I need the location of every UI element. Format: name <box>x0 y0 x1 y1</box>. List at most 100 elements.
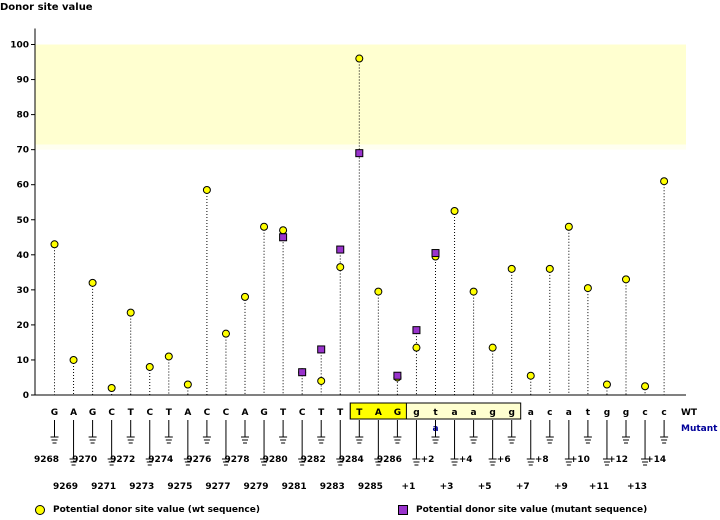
base-label: G <box>89 408 96 418</box>
base-label: c <box>661 408 666 418</box>
position-label: 9280 <box>263 455 288 465</box>
position-label: +11 <box>589 482 609 492</box>
wt-point <box>469 287 478 296</box>
mutant-point <box>393 371 402 380</box>
position-label: +7 <box>516 482 530 492</box>
base-label: c <box>642 408 647 418</box>
mutant-point <box>336 245 345 254</box>
base-label: g <box>508 408 514 418</box>
wt-point <box>488 343 497 352</box>
wt-point <box>660 177 669 186</box>
y-tick-label: 40 <box>16 251 29 261</box>
base-label: g <box>604 408 610 418</box>
base-label: A <box>184 408 191 418</box>
position-label: 9269 <box>53 482 78 492</box>
legend-wt-label: Potential donor site value (wt sequence) <box>53 505 260 515</box>
wt-point <box>279 226 288 235</box>
position-label: +3 <box>440 482 454 492</box>
wt-point <box>336 263 345 272</box>
wt-point <box>183 380 192 389</box>
wt-point <box>412 343 421 352</box>
position-label: 9272 <box>110 455 135 465</box>
wt-row-label: WT <box>681 408 698 418</box>
position-label: +6 <box>497 455 511 465</box>
base-label: a <box>566 408 572 418</box>
position-label: 9274 <box>148 455 173 465</box>
base-label: A <box>70 408 77 418</box>
base-label: T <box>128 408 135 418</box>
wt-point <box>641 382 650 391</box>
legend-mutant-label: Potential donor site value (mutant seque… <box>416 505 648 515</box>
base-label: C <box>223 408 230 418</box>
y-tick-label: 0 <box>23 391 29 401</box>
wt-point <box>50 240 59 249</box>
position-label: 9284 <box>339 455 364 465</box>
legend-square-icon <box>398 505 408 515</box>
base-label: T <box>356 408 363 418</box>
wt-point <box>126 308 135 317</box>
position-label: 9279 <box>244 482 269 492</box>
wt-point <box>545 264 554 273</box>
base-label: c <box>547 408 552 418</box>
position-label: 9285 <box>358 482 383 492</box>
legend-circle-icon <box>35 505 45 515</box>
base-label: T <box>166 408 173 418</box>
position-label: 9278 <box>224 455 249 465</box>
base-label: t <box>586 408 591 418</box>
base-label: C <box>204 408 211 418</box>
base-label: T <box>337 408 344 418</box>
y-tick-label: 80 <box>16 111 29 121</box>
base-label: C <box>299 408 306 418</box>
wt-point <box>260 222 269 231</box>
exon-box <box>349 402 407 420</box>
base-label: A <box>242 408 249 418</box>
position-label: +13 <box>627 482 647 492</box>
wt-point <box>602 380 611 389</box>
mutant-point <box>412 326 421 335</box>
y-tick-label: 60 <box>16 181 29 191</box>
wt-point <box>583 284 592 293</box>
base-label: g <box>413 408 419 418</box>
position-label: +2 <box>421 455 435 465</box>
position-label: +1 <box>402 482 416 492</box>
mutant-point <box>298 368 307 377</box>
base-label: a <box>528 408 534 418</box>
base-label: T <box>280 408 287 418</box>
wt-point <box>88 278 97 287</box>
wt-point <box>507 264 516 273</box>
base-label: g <box>489 408 495 418</box>
mutant-point <box>355 149 364 158</box>
wt-point <box>355 54 364 63</box>
position-label: 9273 <box>129 482 154 492</box>
wt-point <box>145 362 154 371</box>
mutant-point <box>431 249 440 258</box>
wt-point <box>69 355 78 364</box>
wt-point <box>164 352 173 361</box>
y-tick-label: 100 <box>10 41 29 51</box>
position-label: +9 <box>554 482 568 492</box>
highlight-band-fade <box>35 144 686 150</box>
mutant-row-label: Mutant <box>681 424 718 434</box>
position-label: +8 <box>535 455 549 465</box>
wt-point <box>526 371 535 380</box>
position-label: 9276 <box>186 455 211 465</box>
y-tick-label: 50 <box>16 216 29 226</box>
y-tick-label: 10 <box>16 356 29 366</box>
base-label: t <box>433 408 438 418</box>
wt-point <box>241 292 249 301</box>
wt-point <box>317 376 326 385</box>
y-tick-label: 70 <box>16 146 29 156</box>
base-label: A <box>375 408 382 418</box>
base-label: C <box>108 408 115 418</box>
legend-mutant: Potential donor site value (mutant seque… <box>398 505 647 515</box>
position-label: 9286 <box>377 455 402 465</box>
position-label: 9283 <box>320 482 345 492</box>
base-label: C <box>146 408 153 418</box>
mutant-point <box>279 233 288 242</box>
position-label: +14 <box>646 455 666 465</box>
chart-title: Donor site value <box>0 2 93 13</box>
position-label: 9282 <box>301 455 326 465</box>
position-label: 9275 <box>167 482 192 492</box>
wt-point <box>202 185 211 194</box>
